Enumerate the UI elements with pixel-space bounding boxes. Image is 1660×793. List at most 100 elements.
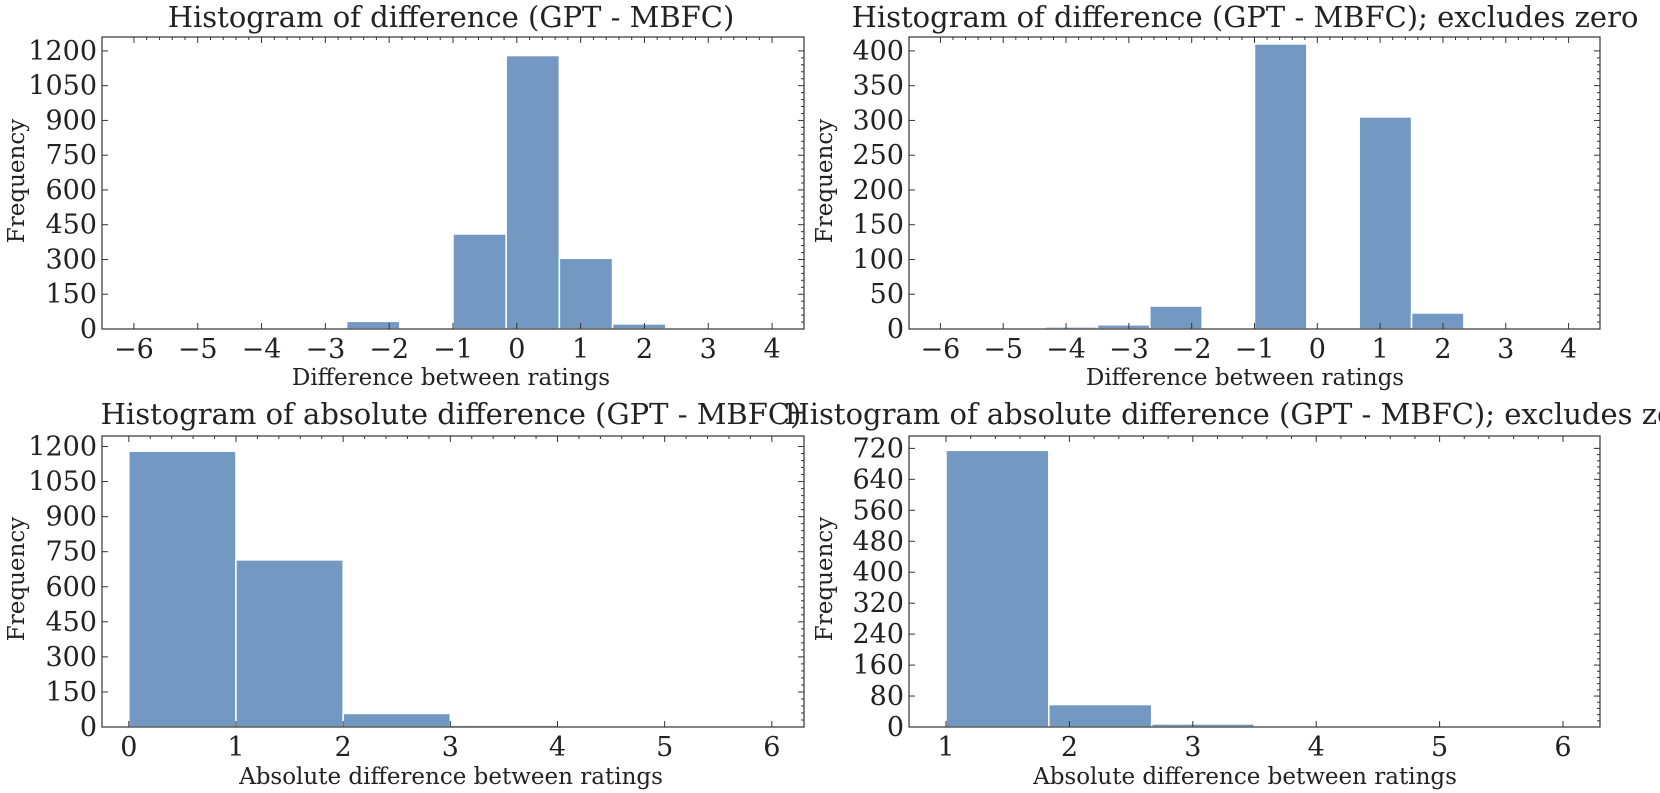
histogram-bar [342, 712, 452, 728]
x-tick-label: −5 [983, 334, 1023, 365]
y-axis-label: Frequency [4, 119, 30, 243]
y-tick-label: 50 [870, 279, 904, 310]
histogram-panel-difference-excludes-zero: Histogram of difference (GPT - MBFC); ex… [812, 0, 1638, 391]
x-tick-label: −4 [242, 334, 282, 365]
x-tick-label: 4 [549, 732, 566, 763]
histogram-bar [1253, 43, 1308, 330]
y-tick-label: 0 [887, 712, 904, 743]
x-axis-label: Absolute difference between ratings [1032, 764, 1457, 790]
y-tick-label: 240 [852, 619, 904, 650]
y-tick-label: 900 [45, 105, 97, 136]
y-tick-label: 80 [870, 681, 904, 712]
y-tick-label: 160 [852, 650, 904, 681]
x-tick-label: −3 [305, 334, 345, 365]
x-tick-label: 2 [335, 732, 352, 763]
x-tick-label: −4 [1046, 334, 1086, 365]
x-tick-label: 3 [442, 732, 459, 763]
y-tick-label: 480 [852, 526, 904, 557]
y-tick-label: 0 [887, 314, 904, 345]
x-axis-label: Difference between ratings [292, 365, 610, 391]
y-tick-label: 600 [45, 175, 97, 206]
chart-title: Histogram of absolute difference (GPT - … [784, 397, 1660, 431]
histogram-bar [945, 449, 1050, 728]
histogram-bar [1048, 703, 1153, 728]
y-tick-label: 720 [852, 433, 904, 464]
chart-title: Histogram of absolute difference (GPT - … [101, 397, 802, 431]
x-tick-label: −1 [1235, 334, 1275, 365]
y-tick-label: 150 [45, 279, 97, 310]
y-tick-label: 150 [45, 677, 97, 708]
y-tick-label: 150 [852, 210, 904, 241]
histogram-bar [1149, 305, 1203, 330]
y-tick-label: 560 [852, 495, 904, 526]
x-axis-label: Absolute difference between ratings [238, 764, 663, 790]
y-tick-label: 1200 [28, 432, 97, 463]
x-tick-label: 1 [937, 732, 954, 763]
y-axis-label: Frequency [812, 119, 838, 243]
axes-frame [101, 435, 805, 728]
histogram-bar [611, 323, 667, 330]
y-tick-label: 200 [852, 175, 904, 206]
histogram-bar [235, 559, 344, 728]
x-tick-label: −5 [178, 334, 218, 365]
x-tick-label: 0 [1309, 334, 1326, 365]
chart-title: Histogram of difference (GPT - MBFC); ex… [852, 0, 1639, 34]
y-tick-label: 750 [45, 140, 97, 171]
x-tick-label: 2 [636, 334, 653, 365]
x-tick-label: 4 [1308, 732, 1325, 763]
y-tick-label: 400 [852, 557, 904, 588]
x-tick-label: 5 [656, 732, 673, 763]
x-tick-label: 2 [1061, 732, 1078, 763]
x-tick-label: −3 [1109, 334, 1149, 365]
x-tick-label: 6 [1554, 732, 1571, 763]
x-tick-label: −6 [921, 334, 961, 365]
x-axis-label: Difference between ratings [1086, 365, 1404, 391]
histogram-bar [345, 320, 401, 330]
x-tick-label: −2 [1172, 334, 1212, 365]
x-tick-label: 1 [1372, 334, 1389, 365]
chart-title: Histogram of difference (GPT - MBFC) [168, 0, 735, 34]
y-tick-label: 900 [45, 502, 97, 533]
x-tick-label: 1 [572, 334, 589, 365]
x-tick-label: 0 [120, 732, 137, 763]
histogram-bar [1410, 312, 1465, 330]
x-tick-label: 5 [1431, 732, 1448, 763]
y-tick-label: 0 [80, 314, 97, 345]
x-tick-label: 3 [1497, 334, 1514, 365]
y-tick-label: 450 [45, 607, 97, 638]
x-tick-label: 3 [700, 334, 717, 365]
y-tick-label: 750 [45, 537, 97, 568]
y-axis-label: Frequency [4, 517, 30, 641]
y-axis-label: Frequency [812, 517, 838, 641]
y-tick-label: 300 [852, 105, 904, 136]
histogram-panel-difference: Histogram of difference (GPT - MBFC) Dif… [4, 0, 805, 391]
y-tick-label: 640 [852, 464, 904, 495]
x-tick-label: 4 [763, 334, 780, 365]
histogram-bar [505, 54, 561, 330]
y-tick-label: 350 [852, 71, 904, 102]
x-tick-label: −6 [114, 334, 154, 365]
histogram-bar [1096, 324, 1151, 330]
x-tick-label: −2 [369, 334, 409, 365]
y-tick-label: 100 [852, 244, 904, 275]
x-tick-label: 4 [1560, 334, 1577, 365]
histogram-panel-absolute-difference-excludes-zero: Histogram of absolute difference (GPT - … [784, 397, 1660, 790]
histogram-panel-absolute-difference: Histogram of absolute difference (GPT - … [4, 397, 805, 790]
histogram-bar [1358, 116, 1413, 330]
y-tick-label: 300 [45, 642, 97, 673]
histogram-bar [128, 450, 237, 728]
x-tick-label: −1 [433, 334, 473, 365]
y-tick-label: 250 [852, 140, 904, 171]
y-tick-label: 320 [852, 588, 904, 619]
x-tick-label: 3 [1184, 732, 1201, 763]
y-tick-label: 300 [45, 244, 97, 275]
histogram-bar [452, 233, 507, 330]
x-tick-label: 2 [1434, 334, 1451, 365]
y-tick-label: 1050 [28, 467, 97, 498]
y-tick-label: 0 [80, 712, 97, 743]
x-tick-label: 1 [227, 732, 244, 763]
axes-frame [908, 435, 1601, 728]
x-tick-label: 0 [508, 334, 525, 365]
y-tick-label: 1200 [28, 36, 97, 67]
